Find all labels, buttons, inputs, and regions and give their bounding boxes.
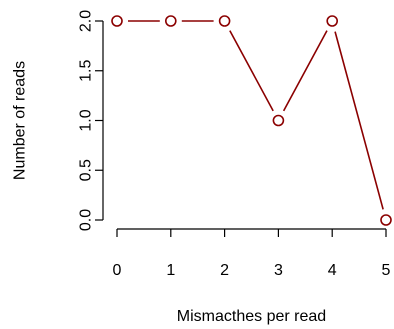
- x-tick-label: 4: [328, 262, 337, 279]
- data-point: [380, 214, 392, 226]
- y-tick-label: 1.0: [78, 109, 95, 131]
- data-point: [326, 15, 339, 27]
- x-axis-title: Mismacthes per read: [177, 308, 326, 325]
- y-tick-label: 2.0: [78, 10, 95, 32]
- x-tick-label: 2: [220, 262, 229, 279]
- data-point: [272, 114, 285, 127]
- x-tick-label: 1: [166, 262, 175, 279]
- data-point: [111, 15, 123, 27]
- data-point: [165, 15, 177, 27]
- series-line: [128, 20, 384, 210]
- y-tick-label: 1.5: [78, 60, 95, 82]
- x-tick-label: 0: [113, 262, 122, 279]
- series-markers: [111, 15, 392, 226]
- series-segment: [229, 30, 274, 112]
- series-segment: [334, 31, 384, 210]
- y-axis-title: Number of reads: [12, 61, 29, 180]
- x-tick-label: 5: [382, 262, 391, 279]
- x-tick-label: 3: [274, 262, 283, 279]
- y-tick-label: 0.0: [78, 209, 95, 231]
- x-axis: 0 1 2 3 4 5: [113, 228, 391, 279]
- y-axis: 0.0 0.5 1.0 1.5 2.0: [78, 10, 104, 231]
- y-tick-label: 0.5: [78, 159, 95, 181]
- series-segment: [282, 30, 328, 112]
- data-point: [218, 15, 231, 27]
